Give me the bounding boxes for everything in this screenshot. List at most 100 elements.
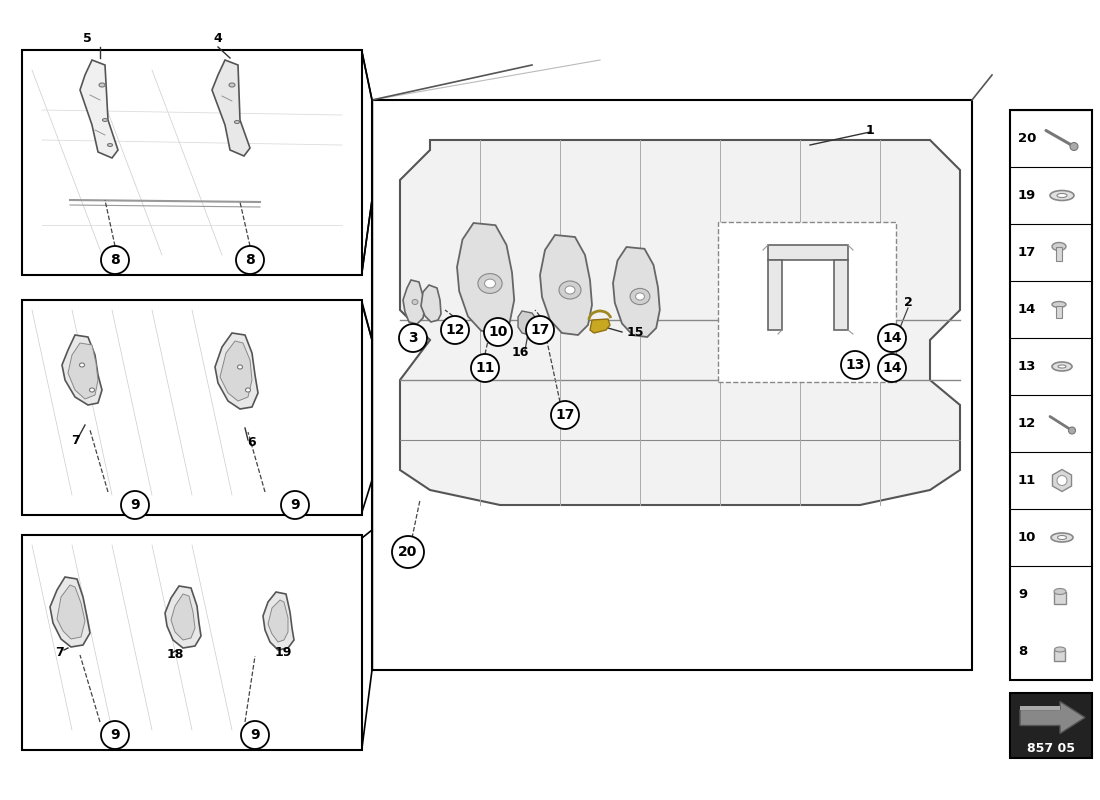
Text: 18: 18 [166, 649, 184, 662]
Text: 15: 15 [626, 326, 644, 338]
Circle shape [1068, 427, 1076, 434]
Circle shape [101, 246, 129, 274]
Circle shape [471, 354, 499, 382]
Text: 20: 20 [1018, 132, 1036, 145]
Polygon shape [170, 594, 195, 640]
Bar [372, 100, 972, 670]
Text: 13: 13 [845, 358, 865, 372]
Polygon shape [268, 600, 288, 642]
Polygon shape [214, 333, 258, 409]
Text: 20: 20 [398, 545, 418, 559]
Ellipse shape [1052, 302, 1066, 307]
Text: 3: 3 [408, 331, 418, 345]
Ellipse shape [1058, 365, 1066, 368]
Text: 857 05: 857 05 [1027, 742, 1075, 754]
Text: 16: 16 [512, 346, 529, 358]
Ellipse shape [636, 293, 645, 300]
Ellipse shape [477, 274, 502, 294]
Bar [1010, 693, 1092, 758]
Ellipse shape [245, 388, 251, 392]
Bar [1056, 306, 1062, 318]
Text: euro
parts: euro parts [456, 187, 904, 553]
Bar [1054, 591, 1066, 603]
Text: 8: 8 [110, 253, 120, 267]
Ellipse shape [1050, 533, 1072, 542]
Text: 8: 8 [1018, 645, 1027, 658]
Text: 19: 19 [1018, 189, 1036, 202]
Polygon shape [68, 343, 98, 399]
Text: 10: 10 [488, 325, 508, 339]
Circle shape [399, 324, 427, 352]
Ellipse shape [79, 363, 85, 367]
Bar [718, 222, 896, 382]
Polygon shape [263, 592, 294, 650]
Bar [1010, 110, 1092, 680]
Ellipse shape [1055, 647, 1066, 652]
Circle shape [121, 491, 148, 519]
Text: a passion for parts since 1985: a passion for parts since 1985 [386, 399, 773, 621]
Text: 11: 11 [475, 361, 495, 375]
Text: 8: 8 [245, 253, 255, 267]
Polygon shape [590, 319, 610, 333]
Ellipse shape [108, 143, 112, 146]
Circle shape [526, 316, 554, 344]
Text: 2: 2 [903, 295, 912, 309]
Ellipse shape [1052, 362, 1072, 371]
Circle shape [280, 491, 309, 519]
Polygon shape [518, 311, 538, 335]
Text: 6: 6 [248, 435, 256, 449]
Text: 9: 9 [250, 728, 260, 742]
Text: 19: 19 [274, 646, 292, 658]
Text: 7: 7 [70, 434, 79, 446]
Text: 12: 12 [1018, 417, 1036, 430]
Polygon shape [403, 280, 425, 324]
Bar [22, 300, 362, 515]
Bar [768, 260, 782, 330]
Circle shape [878, 324, 906, 352]
Polygon shape [421, 285, 441, 322]
Text: 12: 12 [446, 323, 464, 337]
Polygon shape [540, 235, 592, 335]
Circle shape [484, 318, 512, 346]
Ellipse shape [1050, 190, 1074, 201]
Bar [1056, 246, 1062, 261]
Polygon shape [80, 60, 118, 158]
Polygon shape [165, 586, 201, 648]
Text: 14: 14 [882, 331, 902, 345]
Text: 9: 9 [1018, 588, 1027, 601]
Ellipse shape [484, 279, 495, 288]
Ellipse shape [630, 288, 650, 305]
Circle shape [842, 351, 869, 379]
Text: 11: 11 [1018, 474, 1036, 487]
Polygon shape [400, 140, 960, 505]
Circle shape [1057, 475, 1067, 486]
Bar [834, 260, 848, 330]
Text: 17: 17 [1018, 246, 1036, 259]
Text: 4: 4 [213, 32, 222, 45]
Ellipse shape [234, 121, 240, 123]
Polygon shape [220, 341, 252, 401]
Ellipse shape [1052, 242, 1066, 250]
Polygon shape [613, 247, 660, 337]
Text: 17: 17 [530, 323, 550, 337]
Ellipse shape [229, 83, 235, 87]
Text: 10: 10 [1018, 531, 1036, 544]
Polygon shape [212, 60, 250, 156]
Polygon shape [1020, 702, 1060, 710]
Ellipse shape [238, 365, 242, 369]
Text: 14: 14 [1018, 303, 1036, 316]
Polygon shape [1053, 470, 1071, 491]
Polygon shape [1020, 702, 1085, 734]
Circle shape [241, 721, 270, 749]
Text: 1: 1 [866, 123, 874, 137]
Circle shape [236, 246, 264, 274]
Polygon shape [456, 223, 514, 333]
Ellipse shape [1057, 535, 1067, 539]
Circle shape [101, 721, 129, 749]
Text: 13: 13 [1018, 360, 1036, 373]
Text: 14: 14 [882, 361, 902, 375]
Bar [768, 245, 848, 260]
Bar [22, 535, 362, 750]
Text: 9: 9 [130, 498, 140, 512]
Ellipse shape [1054, 589, 1066, 594]
